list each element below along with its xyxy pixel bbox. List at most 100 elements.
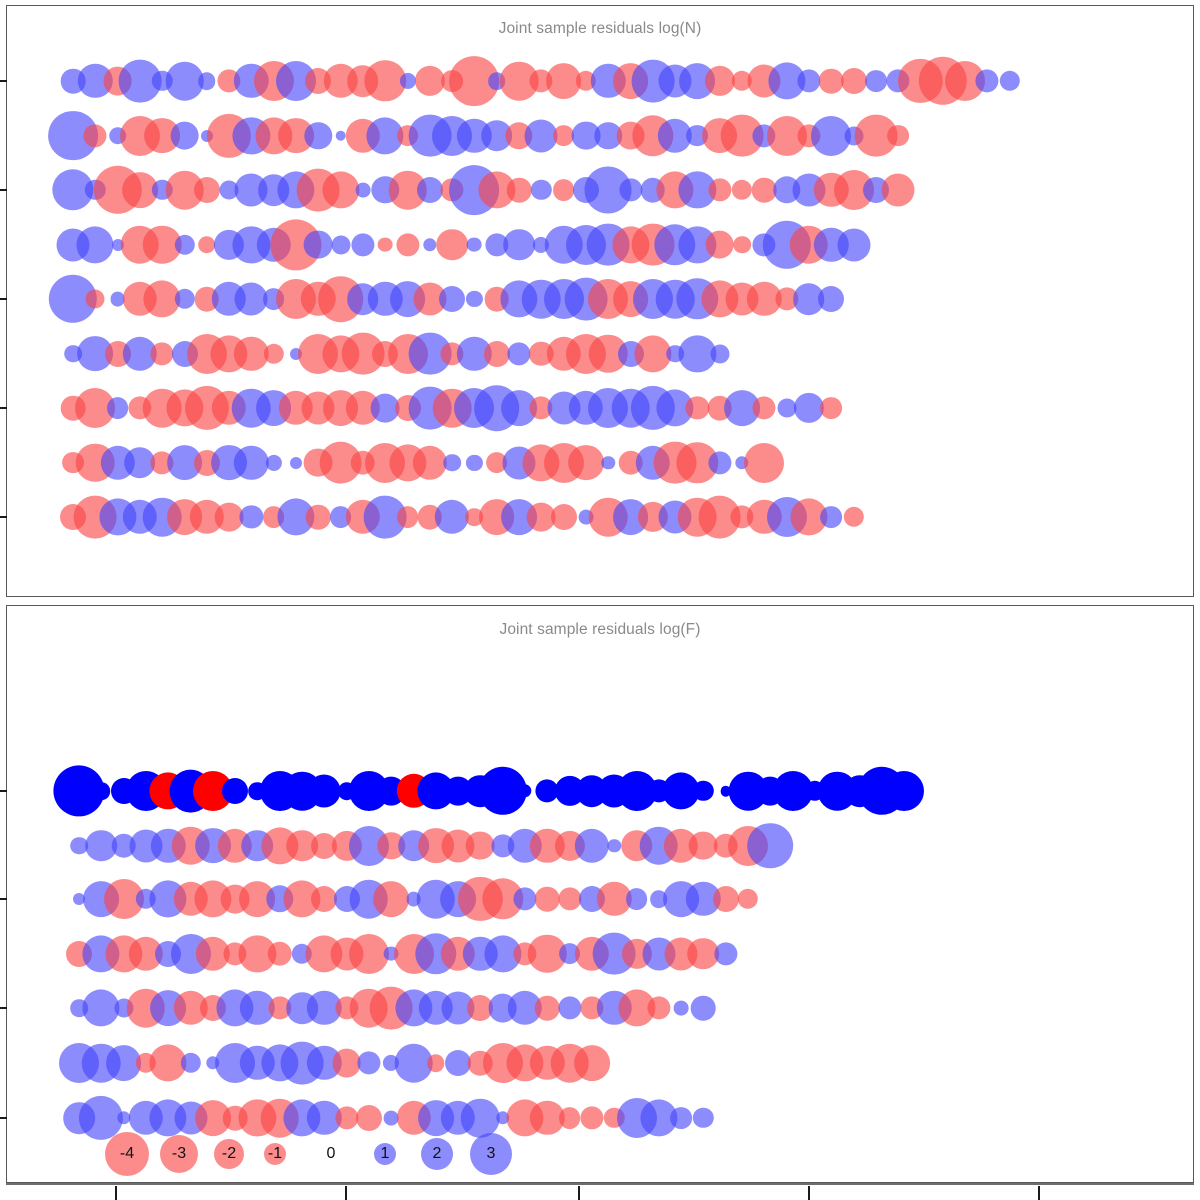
residual-bubble [506, 177, 532, 203]
residual-bubble [193, 177, 220, 203]
residual-bubble [198, 235, 216, 254]
x-axis-tick [578, 1186, 580, 1200]
legend-entry-3[interactable]: 3 [470, 1133, 512, 1175]
residual-bubble [705, 230, 735, 259]
legend-entry-neg3[interactable]: -3 [160, 1135, 198, 1173]
panel-log-f: -4 -3 -2 -1 0 1 2 3 [6, 605, 1194, 1183]
residual-bubble [414, 65, 445, 97]
panel-log-f-plot-area [7, 606, 1193, 1182]
residual-bubble [550, 504, 577, 530]
legend-entry-label: -4 [119, 1145, 135, 1162]
residual-bubble [76, 225, 114, 264]
legend-entry-1[interactable]: 1 [374, 1143, 396, 1165]
legend-entry-neg4[interactable]: -4 [105, 1132, 149, 1176]
residual-bubble [263, 343, 284, 364]
panel-log-f-title: Joint sample residuals log(F) [499, 621, 701, 638]
residual-bubble [303, 230, 333, 259]
residual-bubble [737, 888, 759, 910]
legend-entry-2[interactable]: 2 [421, 1138, 453, 1170]
residual-bubble [887, 124, 909, 147]
residual-bubble [82, 989, 120, 1027]
legend-entry-neg1[interactable]: -1 [264, 1143, 286, 1165]
residual-bubble [222, 778, 249, 804]
residual-bubble [234, 336, 269, 371]
residual-bubble [999, 70, 1020, 92]
residual-bubble [687, 937, 720, 970]
legend-entry-0[interactable]: 0 [320, 1143, 342, 1165]
residual-bubble [793, 392, 824, 424]
residual-bubble [106, 397, 129, 419]
residual-bubble [820, 506, 843, 528]
residual-bubble [335, 130, 346, 141]
residual-bubble [513, 887, 537, 911]
residual-bubble [268, 996, 292, 1020]
residual-bubble [439, 286, 466, 312]
residual-bubble [373, 881, 410, 917]
residual-bubble [712, 886, 739, 912]
residual-bubble [174, 288, 195, 310]
residual-bubble [720, 785, 731, 797]
residual-bubble [580, 1106, 604, 1130]
residual-bubble [322, 171, 360, 209]
residual-bubble [219, 180, 239, 200]
residual-bubble [351, 232, 375, 257]
legend-entry-neg2[interactable]: -2 [214, 1139, 244, 1169]
residual-bubble [355, 1105, 382, 1131]
residual-bubble [416, 177, 443, 203]
residual-bubble [840, 68, 867, 94]
residual-bubble [864, 70, 887, 92]
residual-bubble [518, 784, 532, 798]
residual-bubble [335, 1106, 359, 1130]
residual-bubble [304, 121, 332, 150]
residual-bubble [747, 822, 794, 869]
residual-bubble [573, 1045, 610, 1081]
residual-bubble [495, 1111, 510, 1125]
residual-bubble [170, 121, 199, 150]
residual-bubble [691, 995, 716, 1021]
residual-bubble [531, 179, 552, 201]
residual-bubble [434, 499, 470, 535]
residual-bubble [731, 179, 753, 201]
residual-bubble [377, 237, 393, 252]
residual-bubble [634, 334, 672, 373]
residual-bubble [535, 779, 559, 803]
residual-bubble [693, 1107, 714, 1129]
x-axis-line [6, 1183, 1194, 1185]
residual-bubble [777, 398, 797, 418]
residual-bubble [685, 396, 709, 420]
residual-bubble [234, 282, 268, 316]
residual-bubble [290, 456, 302, 469]
residual-bubble [198, 72, 216, 90]
x-axis-tick [1038, 1186, 1040, 1200]
residual-bubble [552, 124, 575, 147]
residual-bubble [601, 455, 615, 470]
residual-bubble [485, 451, 508, 474]
residual-bubble [820, 397, 843, 419]
residual-bubble [165, 61, 204, 101]
residual-bubble [558, 1107, 581, 1129]
residual-bubble [443, 453, 461, 472]
residual-bubble [466, 454, 483, 471]
residual-bubble [710, 344, 730, 363]
residual-bubble [507, 341, 531, 366]
residual-bubble [427, 1054, 445, 1072]
residual-bubble [357, 1051, 381, 1075]
residual-bubble [466, 290, 483, 308]
residual-bubble [797, 69, 821, 93]
residual-bubble [466, 237, 482, 252]
x-axis-tick [808, 1186, 810, 1200]
residual-bubble [83, 123, 107, 148]
legend-entry-label: 1 [380, 1145, 390, 1162]
y-axis-tick [0, 407, 7, 409]
residual-bubble [307, 774, 341, 808]
residual-bubble [678, 334, 716, 373]
residual-bubble [116, 1111, 131, 1125]
residual-bubble [567, 444, 604, 481]
y-axis-tick [0, 189, 7, 191]
residual-bubble [881, 173, 915, 207]
residual-bubble [395, 232, 420, 257]
residual-bubble [180, 1052, 201, 1074]
residual-bubble [92, 782, 111, 800]
residual-bubble [558, 887, 582, 911]
residual-bubble [483, 340, 510, 367]
